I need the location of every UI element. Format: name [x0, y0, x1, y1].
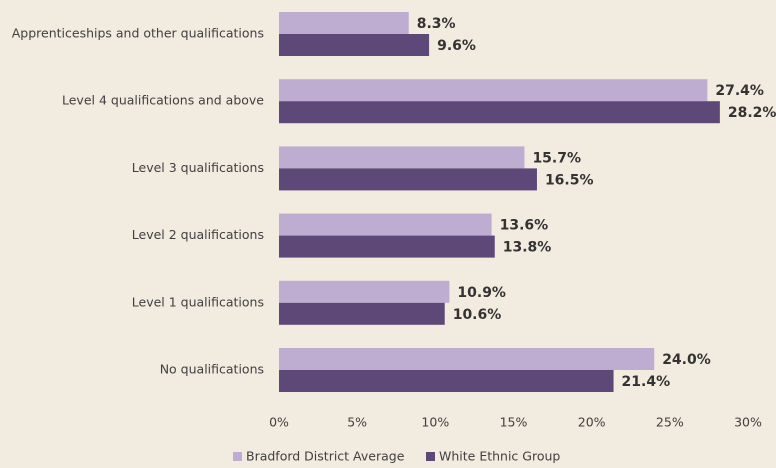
bar [279, 348, 655, 370]
data-label: 10.6% [453, 307, 502, 323]
data-label: 28.2% [728, 105, 776, 121]
x-tick-label: 10% [421, 415, 449, 430]
y-tick-label: No qualifications [160, 362, 264, 377]
x-tick-label: 15% [500, 415, 528, 430]
y-tick-label: Level 4 qualifications and above [62, 93, 264, 108]
legend-swatch [233, 452, 242, 461]
bar [279, 370, 614, 392]
bar [279, 12, 409, 34]
bar [279, 34, 430, 56]
bar [279, 280, 450, 303]
x-tick-label: 30% [734, 415, 762, 430]
data-label: 21.4% [622, 374, 671, 390]
bar [279, 101, 720, 124]
bar [279, 235, 495, 258]
x-tick-label: 0% [269, 415, 289, 430]
data-label: 13.6% [500, 218, 549, 234]
data-label: 24.0% [662, 352, 711, 368]
bar [279, 302, 445, 325]
data-label: 15.7% [532, 150, 581, 166]
bar [279, 79, 708, 102]
legend-label: Bradford District Average [246, 449, 405, 464]
data-label: 9.6% [437, 38, 476, 54]
x-tick-label: 20% [578, 415, 606, 430]
y-tick-label: Level 2 qualifications [132, 227, 264, 242]
data-label: 8.3% [417, 16, 456, 32]
bar [279, 146, 525, 169]
bar [279, 213, 492, 236]
bar [279, 168, 537, 191]
legend-swatch [426, 452, 435, 461]
y-tick-label: Level 3 qualifications [132, 160, 264, 175]
data-label: 13.8% [503, 240, 552, 256]
data-label: 10.9% [457, 285, 506, 301]
data-label: 16.5% [545, 172, 594, 188]
legend-label: White Ethnic Group [439, 449, 560, 464]
y-tick-label: Apprenticeships and other qualifications [12, 26, 264, 41]
x-tick-label: 25% [656, 415, 684, 430]
y-tick-label: Level 1 qualifications [132, 294, 264, 309]
data-label: 27.4% [715, 83, 764, 99]
x-tick-label: 5% [347, 415, 367, 430]
